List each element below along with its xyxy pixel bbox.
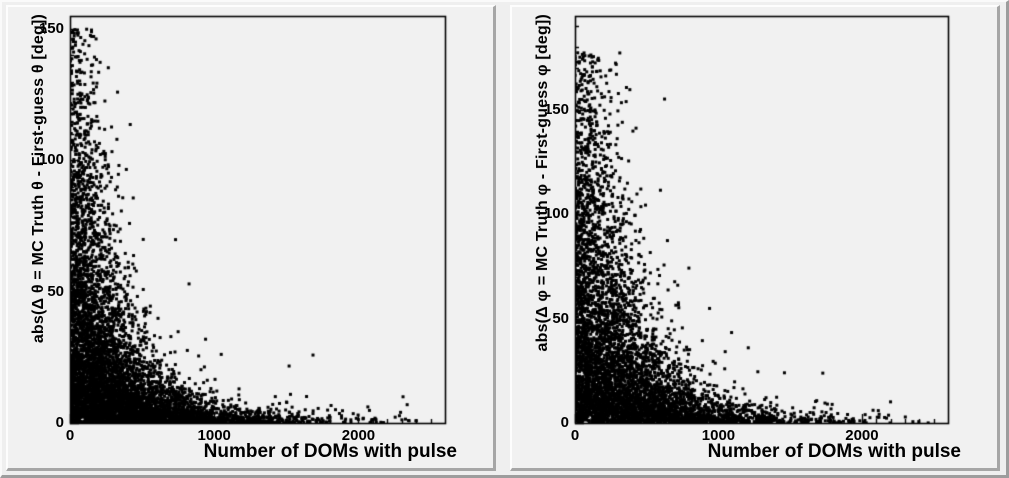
pad-theta-plot: abs(Δ θ = MC Truth θ - First-guess θ [de…	[6, 5, 496, 471]
x-tick-label: 0	[570, 427, 580, 444]
y-tick-label: 150	[543, 100, 569, 118]
x-axis-title-phi: Number of DOMs with pulse	[707, 441, 961, 462]
y-tick-label: 100	[38, 151, 64, 169]
y-tick-label: 150	[38, 20, 64, 38]
pad-phi-plot: abs(Δ φ = MC Truth φ - First-guess φ [de…	[510, 5, 1000, 471]
y-tick-label: 50	[47, 282, 64, 300]
x-tick-label: 2000	[341, 427, 376, 444]
x-tick-label: 2000	[845, 427, 879, 444]
y-tick-label: 100	[543, 205, 569, 223]
x-tick-label: 1000	[197, 427, 231, 444]
y-tick-label: 0	[55, 414, 64, 431]
y-axis-title-phi: abs(Δ φ = MC Truth φ - First-guess φ [de…	[534, 14, 551, 352]
scatter-canvas-phi	[512, 7, 997, 468]
x-tick-label: 1000	[701, 427, 736, 444]
x-tick-label: 0	[65, 427, 75, 444]
scatter-canvas-theta	[8, 7, 493, 468]
y-tick-label: 50	[552, 309, 569, 327]
y-tick-label: 0	[560, 414, 569, 431]
x-axis-title-theta: Number of DOMs with pulse	[203, 441, 457, 462]
